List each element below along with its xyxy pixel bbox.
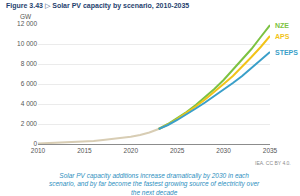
svg-text:12 000: 12 000 [17,20,37,27]
svg-text:0: 0 [33,140,37,147]
svg-text:STEPS: STEPS [275,49,298,56]
svg-text:2020: 2020 [124,147,139,154]
svg-text:GW: GW [20,13,32,20]
svg-text:2015: 2015 [77,147,92,154]
svg-text:10 000: 10 000 [17,40,37,47]
svg-text:IEA. CC BY 4.0.: IEA. CC BY 4.0. [255,160,291,166]
svg-text:2 000: 2 000 [21,120,38,127]
svg-text:Solar PV capacity additions in: Solar PV capacity additions increase dra… [49,172,260,196]
svg-text:2010: 2010 [31,147,46,154]
svg-text:4 000: 4 000 [21,100,38,107]
svg-text:8 000: 8 000 [21,60,38,67]
svg-text:6 000: 6 000 [21,80,38,87]
svg-text:NZE: NZE [275,22,289,29]
svg-text:2030: 2030 [216,147,231,154]
svg-text:2035: 2035 [263,147,278,154]
svg-text:Figure 3.43 ▷ Solar PV capacit: Figure 3.43 ▷ Solar PV capacity by scena… [6,2,189,10]
svg-text:APS: APS [275,33,290,40]
svg-text:2025: 2025 [170,147,185,154]
